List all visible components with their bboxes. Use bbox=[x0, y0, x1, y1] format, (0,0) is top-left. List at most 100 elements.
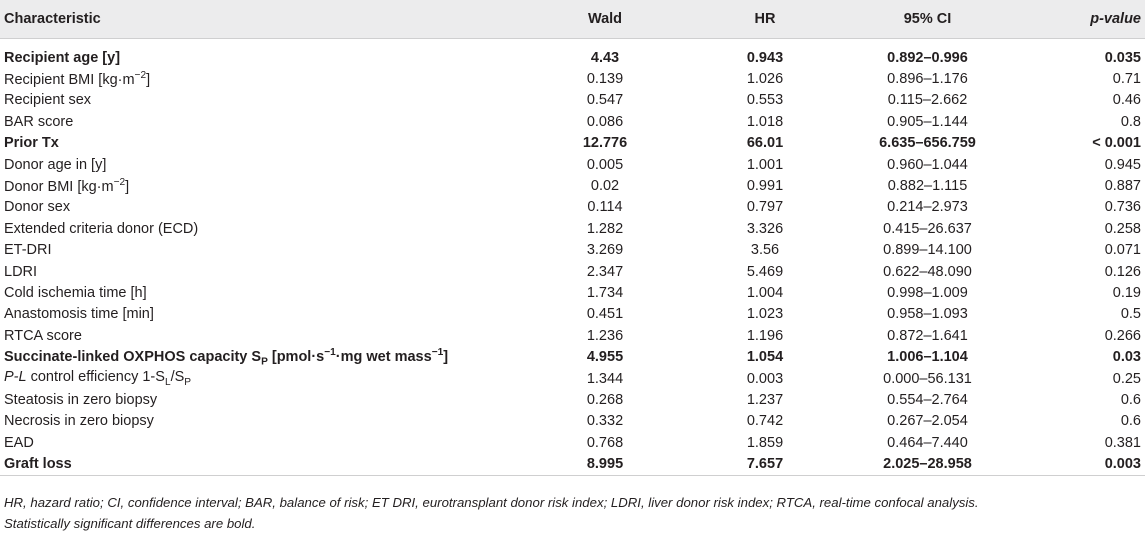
cell-p-value: 0.6 bbox=[1120, 413, 1141, 430]
characteristic-text: LDRI bbox=[4, 263, 38, 280]
cell-characteristic: Graft loss bbox=[0, 453, 520, 476]
cell-characteristic: RTCA score bbox=[0, 325, 520, 346]
characteristic-text: Donor sex bbox=[4, 199, 71, 216]
cell-characteristic: Anastomosis time [min] bbox=[0, 304, 520, 325]
characteristic-text: Prior Tx bbox=[4, 135, 59, 152]
table-row: Succinate-linked OXPHOS capacity SP [pmo… bbox=[0, 346, 1145, 368]
cell-hr: 3.326 bbox=[746, 220, 784, 237]
cell-p-value: < 0.001 bbox=[1092, 135, 1141, 152]
characteristic-text: P bbox=[184, 377, 192, 388]
cell-ci: 0.000–56.131 bbox=[883, 370, 972, 387]
cell-ci: 0.622–48.090 bbox=[883, 263, 972, 280]
cell-p-value: 0.126 bbox=[1104, 263, 1141, 280]
cell-hr: 1.237 bbox=[746, 391, 784, 408]
characteristic-text: EAD bbox=[4, 434, 34, 451]
header-p-value: p-value bbox=[1015, 0, 1145, 39]
characteristic-text: Donor age in [y] bbox=[4, 156, 107, 173]
characteristic-text: L bbox=[164, 377, 171, 388]
cell-wald: 1.282 bbox=[586, 220, 624, 237]
cell-characteristic: Recipient BMI [kg·m−2] bbox=[0, 68, 520, 89]
cell-ci: 0.115–2.662 bbox=[887, 92, 968, 109]
cell-wald: 0.268 bbox=[586, 391, 624, 408]
cell-characteristic: Succinate-linked OXPHOS capacity SP [pmo… bbox=[0, 346, 520, 368]
table-row: Anastomosis time [min] 0.451 1.023 0.958–1.… bbox=[0, 304, 1145, 325]
cell-hr: 0.991 bbox=[746, 178, 784, 195]
characteristic-text: ET-DRI bbox=[4, 242, 52, 259]
cell-ci: 0.554–2.764 bbox=[887, 391, 968, 408]
cell-p-value: 0.035 bbox=[1104, 49, 1141, 66]
table-row: Donor BMI [kg·m−2] 0.02 0.991 0.882–1.115 0.… bbox=[0, 175, 1145, 196]
cell-characteristic: Donor BMI [kg·m−2] bbox=[0, 175, 520, 196]
cell-wald: 0.114 bbox=[587, 199, 623, 216]
cell-characteristic: Recipient sex bbox=[0, 90, 520, 111]
cell-p-value: 0.03 bbox=[1112, 349, 1141, 366]
cell-p-value: 0.381 bbox=[1104, 434, 1141, 451]
characteristic-text: Necrosis in zero biopsy bbox=[4, 413, 154, 430]
characteristic-text: BAR score bbox=[4, 113, 74, 130]
cell-hr: 1.196 bbox=[746, 327, 784, 344]
cell-wald: 0.005 bbox=[586, 156, 624, 173]
header-ci: 95% CI bbox=[840, 0, 1015, 39]
cell-ci: 0.892–0.996 bbox=[887, 49, 968, 66]
characteristic-text: /S bbox=[170, 369, 185, 386]
footnote-abbreviations: HR, hazard ratio; CI, confidence interva… bbox=[4, 495, 979, 510]
cell-characteristic: Steatosis in zero biopsy bbox=[0, 389, 520, 410]
cell-wald: 2.347 bbox=[586, 263, 624, 280]
cell-wald: 1.344 bbox=[586, 370, 624, 387]
cell-ci: 0.872–1.641 bbox=[887, 327, 968, 344]
header-spacer-row bbox=[0, 39, 1145, 48]
cell-characteristic: P-L control efficiency 1-SL/SP bbox=[0, 368, 520, 389]
cell-ci: 0.267–2.054 bbox=[887, 413, 968, 430]
characteristic-text: Steatosis in zero biopsy bbox=[4, 391, 158, 408]
characteristic-text: P bbox=[261, 356, 268, 368]
cell-p-value: 0.887 bbox=[1104, 178, 1141, 195]
characteristic-text: Extended criteria donor (ECD) bbox=[4, 220, 199, 237]
table-row: LDRI 2.347 5.469 0.622–48.090 0.126 bbox=[0, 261, 1145, 282]
results-table: Characteristic Wald HR 95% CI p-value Re… bbox=[0, 0, 1145, 476]
cell-hr: 1.018 bbox=[746, 113, 784, 130]
characteristic-text: Recipient sex bbox=[4, 92, 92, 109]
cell-p-value: 0.003 bbox=[1015, 453, 1145, 476]
cell-wald: 0.451 bbox=[586, 306, 624, 323]
characteristic-text: control efficiency 1-S bbox=[26, 369, 165, 386]
characteristic-text: Recipient BMI [kg·m bbox=[4, 72, 135, 88]
cell-wald: 12.776 bbox=[582, 135, 628, 152]
cell-wald: 8.995 bbox=[520, 453, 690, 476]
cell-p-value: 0.945 bbox=[1104, 156, 1141, 173]
cell-wald: 0.02 bbox=[590, 178, 620, 195]
header-hr: HR bbox=[690, 0, 840, 39]
cell-p-value: 0.25 bbox=[1112, 370, 1141, 387]
cell-p-value: 0.71 bbox=[1112, 71, 1141, 88]
characteristic-text: −2 bbox=[134, 70, 147, 82]
cell-p-value: 0.6 bbox=[1120, 391, 1141, 408]
table-row: EAD 0.768 1.859 0.464–7.440 0.381 bbox=[0, 432, 1145, 453]
cell-wald: 0.547 bbox=[586, 92, 624, 109]
table-row: Steatosis in zero biopsy 0.268 1.237 0.554–… bbox=[0, 389, 1145, 410]
cell-hr: 0.742 bbox=[746, 413, 784, 430]
table-row: Donor sex 0.114 0.797 0.214–2.973 0.736 bbox=[0, 197, 1145, 218]
characteristic-text: P-L bbox=[4, 369, 27, 386]
table-row: Donor age in [y] 0.005 1.001 0.960–1.044 0.9… bbox=[0, 154, 1145, 175]
characteristic-text: −1 bbox=[431, 346, 444, 358]
cell-wald: 0.086 bbox=[586, 113, 624, 130]
cell-hr: 0.003 bbox=[746, 370, 784, 387]
characteristic-text: ] bbox=[443, 348, 449, 365]
table-row: P-L control efficiency 1-SL/SP 1.344 0.003… bbox=[0, 368, 1145, 389]
cell-wald: 1.236 bbox=[586, 327, 624, 344]
cell-characteristic: EAD bbox=[0, 432, 520, 453]
table-row: ET-DRI 3.269 3.56 0.899–14.100 0.071 bbox=[0, 240, 1145, 261]
cell-p-value: 0.8 bbox=[1120, 113, 1141, 130]
cell-p-value: 0.5 bbox=[1120, 306, 1141, 323]
cell-ci: 6.635–656.759 bbox=[879, 135, 976, 152]
cell-characteristic: Prior Tx bbox=[0, 133, 520, 154]
table-header-row: Characteristic Wald HR 95% CI p-value bbox=[0, 0, 1145, 39]
cell-characteristic: Cold ischemia time [h] bbox=[0, 282, 520, 303]
characteristic-text: Graft loss bbox=[4, 456, 72, 473]
cell-p-value: 0.266 bbox=[1104, 327, 1141, 344]
cell-wald: 4.955 bbox=[586, 349, 624, 366]
table-row: Graft loss 8.995 7.657 2.025–28.958 0.003 bbox=[0, 453, 1145, 476]
cell-wald: 3.269 bbox=[586, 242, 624, 259]
cell-characteristic: Donor sex bbox=[0, 197, 520, 218]
header-wald: Wald bbox=[520, 0, 690, 39]
